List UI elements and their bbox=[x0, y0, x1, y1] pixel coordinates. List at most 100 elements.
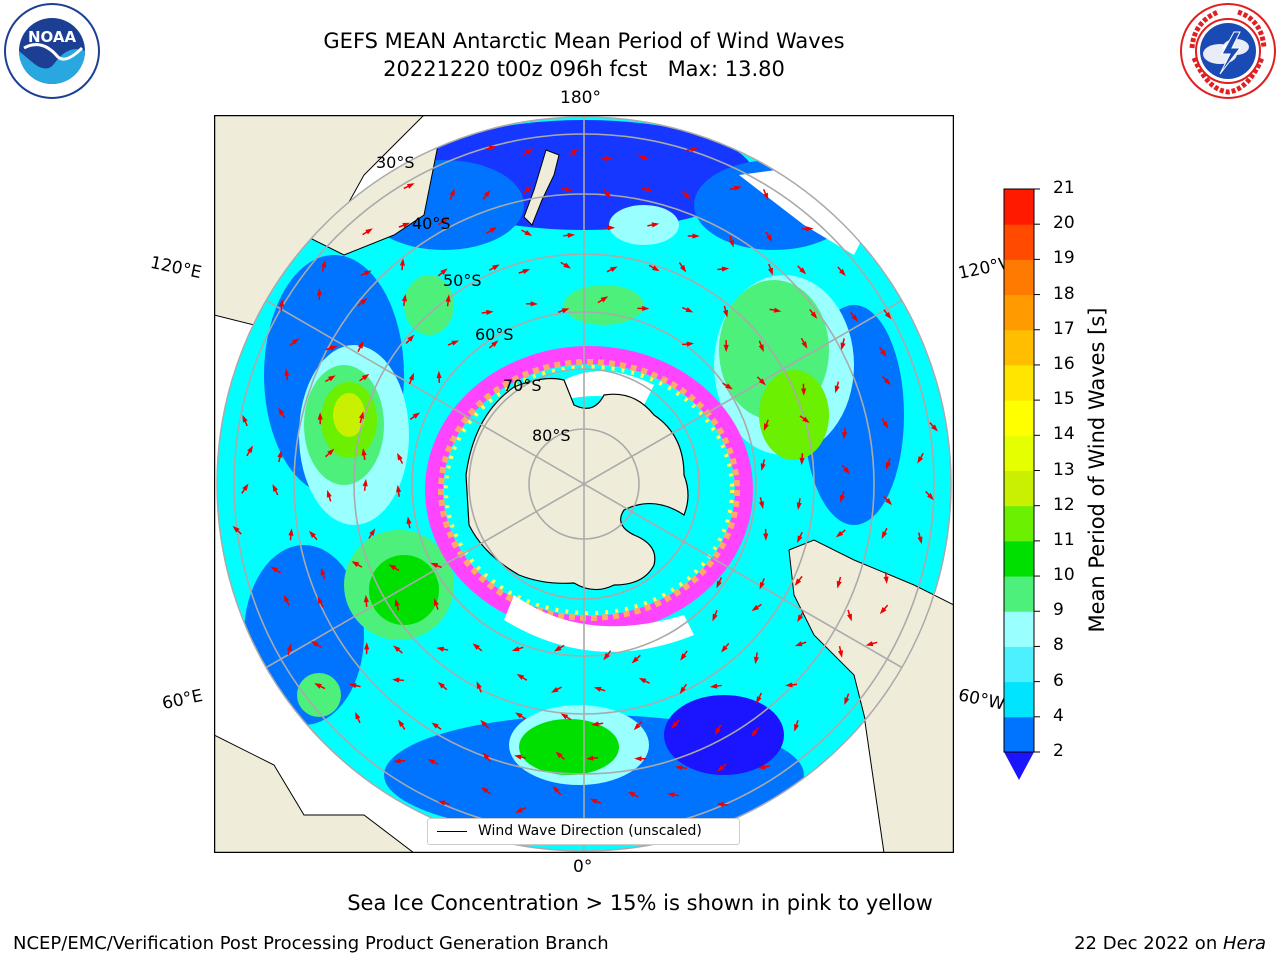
nws-logo-icon bbox=[1180, 3, 1276, 99]
wave-direction-arrowhead bbox=[476, 681, 482, 689]
wave-direction-arrowhead bbox=[651, 265, 660, 272]
wave-direction-arrowhead bbox=[633, 723, 641, 731]
wave-direction-arrowhead bbox=[773, 307, 782, 313]
wave-direction-arrowhead bbox=[685, 307, 694, 313]
wave-direction-arrowhead bbox=[437, 800, 446, 806]
colorbar-tick-label: 15 bbox=[1053, 389, 1075, 410]
colorbar-cell bbox=[1004, 716, 1034, 753]
wave-direction-arrowhead bbox=[767, 267, 773, 276]
wave-direction-arrowhead bbox=[763, 192, 769, 201]
wave-direction-arrowhead bbox=[801, 341, 808, 349]
wave-direction-arrowhead bbox=[430, 562, 439, 569]
wave-direction-arrowhead bbox=[321, 259, 327, 268]
wave-direction-arrowhead bbox=[571, 148, 579, 156]
wave-direction-arrowhead bbox=[751, 604, 760, 612]
colorbar-cell bbox=[1004, 470, 1034, 507]
wave-direction-arrowhead bbox=[317, 596, 324, 605]
wave-direction-arrowhead bbox=[638, 677, 647, 684]
wave-direction-arrowhead bbox=[690, 147, 699, 153]
wave-direction-arrowhead bbox=[679, 686, 686, 695]
wave-direction-arrowhead bbox=[763, 423, 769, 431]
wave-direction-arrowhead bbox=[642, 305, 650, 312]
wave-direction-arrowhead bbox=[364, 270, 372, 276]
lat-label-70s: 70°S bbox=[503, 376, 542, 395]
wave-direction-arrowhead bbox=[879, 607, 887, 615]
wave-direction-arrowhead bbox=[365, 228, 373, 235]
colorbar-cell bbox=[1004, 400, 1034, 436]
wave-direction-arrowhead bbox=[515, 712, 523, 719]
wave-direction-arrowhead bbox=[406, 516, 412, 525]
legend-label: Wind Wave Direction (unscaled) bbox=[478, 823, 702, 839]
wave-direction-arrowhead bbox=[278, 407, 285, 416]
wave-direction-arrowhead bbox=[840, 342, 846, 351]
wave-direction-arrowhead bbox=[431, 722, 439, 729]
map-subtitle: 20221220 t00z 096h fcst Max: 13.80 bbox=[383, 57, 785, 81]
wave-direction-arrowhead bbox=[884, 311, 892, 320]
lon-label-120e: 120°E bbox=[148, 252, 204, 284]
wave-direction-arrowhead bbox=[436, 646, 444, 652]
wave-direction-arrowhead bbox=[603, 652, 610, 661]
wave-direction-arrowhead bbox=[317, 412, 323, 420]
wave-direction-arrowhead bbox=[369, 528, 376, 536]
wave-direction-arrowhead bbox=[753, 656, 759, 665]
noaa-logo-text: NOAA bbox=[28, 28, 77, 46]
wave-direction-arrowhead bbox=[358, 411, 364, 419]
colorbar-cell bbox=[1004, 540, 1034, 577]
wave-direction-arrowhead bbox=[524, 185, 533, 193]
wave-direction-arrowhead bbox=[692, 233, 700, 239]
wave-direction-arrowhead bbox=[810, 311, 818, 319]
wave-direction-arrowhead bbox=[406, 183, 415, 189]
wave-direction-arrowhead bbox=[631, 656, 639, 664]
map-legend: Wind Wave Direction (unscaled) bbox=[427, 818, 740, 845]
wave-direction-arrowhead bbox=[277, 450, 283, 458]
wave-period-field bbox=[244, 120, 904, 835]
wave-direction-arrowhead bbox=[725, 383, 733, 390]
wave-direction-arrowhead bbox=[524, 230, 533, 236]
wave-direction-arrowhead bbox=[883, 576, 889, 584]
wave-direction-arrowhead bbox=[514, 754, 522, 760]
wave-direction-arrowhead bbox=[525, 148, 534, 155]
wave-direction-arrowhead bbox=[408, 372, 414, 381]
wave-direction-arrowhead bbox=[686, 341, 695, 347]
wave-direction-arrowhead bbox=[881, 531, 888, 539]
wave-direction-arrowhead bbox=[758, 378, 766, 386]
wave-direction-arrowhead bbox=[679, 264, 687, 273]
wave-direction-arrowhead bbox=[394, 598, 400, 607]
wave-direction-arrowhead bbox=[355, 711, 361, 720]
wave-direction-arrowhead bbox=[393, 758, 401, 764]
wave-direction-arrowhead bbox=[247, 445, 254, 454]
wave-direction-arrowhead bbox=[712, 613, 718, 622]
wave-direction-arrowhead bbox=[284, 368, 290, 376]
wave-direction-arrowhead bbox=[802, 416, 810, 423]
colorbar-cell bbox=[1004, 646, 1034, 683]
noaa-logo-icon: NOAA bbox=[4, 3, 100, 99]
wave-direction-arrowhead bbox=[709, 683, 718, 689]
colorbar-tick-label: 19 bbox=[1053, 248, 1075, 269]
wave-direction-arrowhead bbox=[837, 650, 844, 658]
wave-direction-arrowhead bbox=[844, 697, 850, 705]
wave-direction-arrowhead bbox=[651, 222, 660, 228]
wave-direction-arrowhead bbox=[607, 225, 616, 231]
wave-direction-arrowhead bbox=[671, 721, 678, 729]
wave-direction-arrowhead bbox=[391, 677, 400, 683]
wave-direction-arrowhead bbox=[758, 501, 764, 509]
wave-direction-arrowhead bbox=[785, 682, 793, 688]
wave-direction-arrowhead bbox=[589, 798, 598, 804]
colorbar-tick-label: 4 bbox=[1053, 705, 1064, 726]
wave-direction-arrowhead bbox=[563, 262, 571, 269]
wave-direction-arrowhead bbox=[585, 755, 594, 761]
wave-direction-arrowhead bbox=[412, 412, 421, 419]
colorbar-tick-label: 8 bbox=[1053, 635, 1064, 656]
wave-direction-arrowhead bbox=[675, 765, 683, 771]
wave-direction-arrowhead bbox=[799, 267, 807, 275]
wave-direction-arrowhead bbox=[440, 268, 448, 275]
wave-direction-arrowhead bbox=[482, 752, 490, 760]
wave-direction-arrowhead bbox=[886, 461, 891, 470]
wave-direction-arrowhead bbox=[797, 535, 803, 544]
colorbar-tick-label: 13 bbox=[1053, 459, 1075, 480]
wave-direction-arrowhead bbox=[927, 493, 934, 501]
colorbar-cell bbox=[1004, 329, 1034, 366]
colorbar-tick-label: 16 bbox=[1053, 353, 1075, 374]
wave-direction-arrowhead bbox=[839, 268, 846, 277]
wave-direction-arrowhead bbox=[794, 641, 803, 647]
